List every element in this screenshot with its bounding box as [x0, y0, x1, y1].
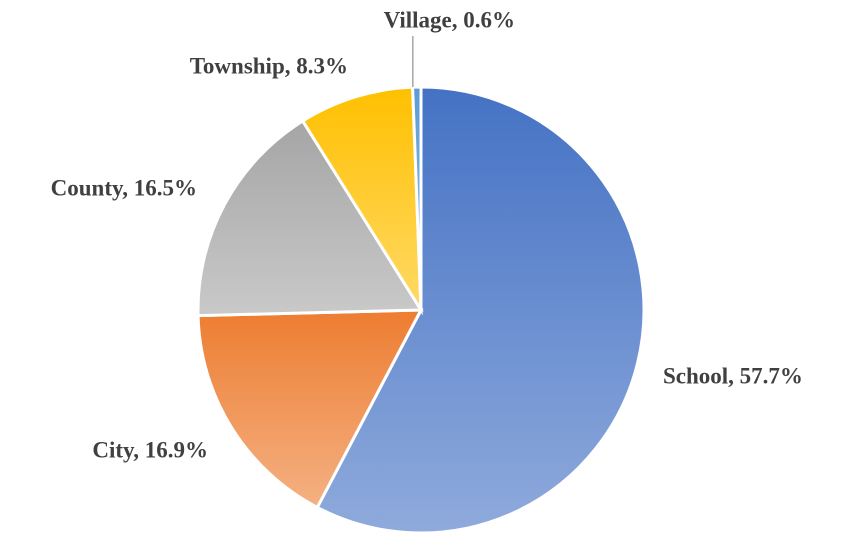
- pie-slice: [196, 118, 424, 318]
- data-label: County, 16.5%: [51, 175, 197, 200]
- pie-slice: [315, 85, 646, 534]
- data-label: School, 57.7%: [663, 363, 803, 388]
- data-label: Township, 8.3%: [190, 53, 348, 78]
- data-label: City, 16.9%: [92, 437, 208, 462]
- pie-slice: [196, 308, 424, 510]
- data-label: Village, 0.6%: [384, 7, 515, 32]
- pie-slice: [300, 85, 423, 316]
- pie-slice: [411, 85, 423, 311]
